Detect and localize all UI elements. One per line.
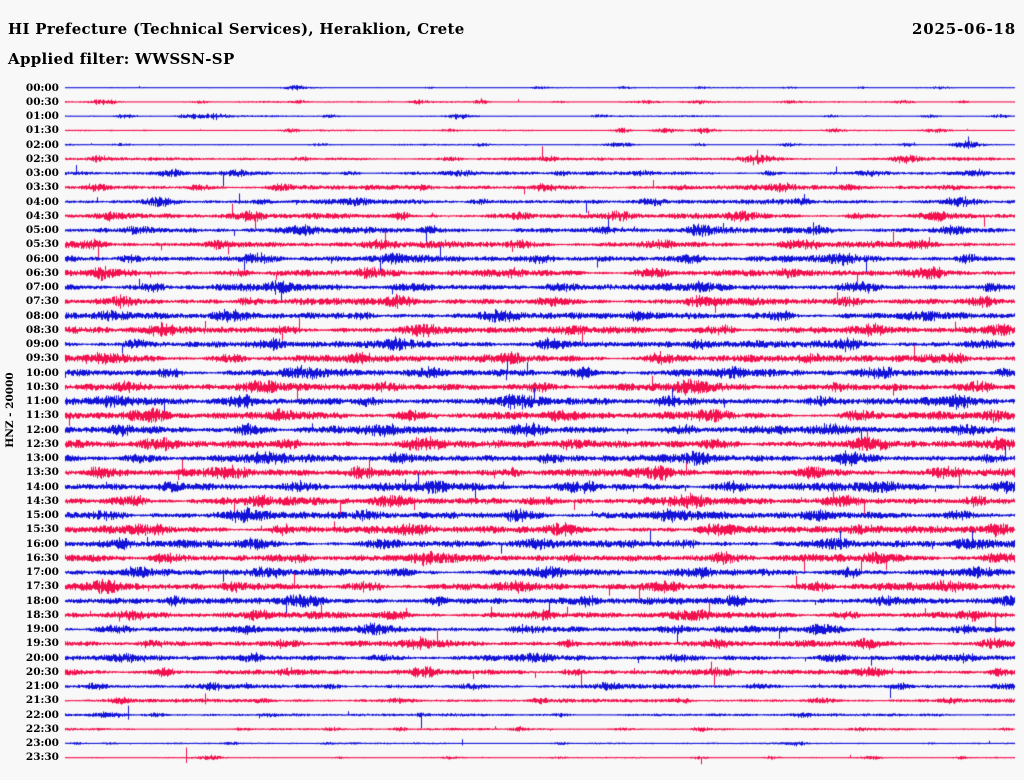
time-label: 23:00 xyxy=(25,737,59,750)
plot-date: 2025-06-18 xyxy=(912,20,1016,38)
time-label: 16:00 xyxy=(25,537,59,550)
time-label: 05:00 xyxy=(25,224,59,237)
time-label: 09:30 xyxy=(25,352,59,365)
time-label: 08:00 xyxy=(25,309,59,322)
time-label: 14:00 xyxy=(25,480,59,493)
time-label: 05:30 xyxy=(25,238,59,251)
time-label: 21:00 xyxy=(25,680,59,693)
time-label: 10:00 xyxy=(25,366,59,379)
time-label: 04:30 xyxy=(25,209,59,222)
time-label: 02:00 xyxy=(25,138,59,151)
time-label: 17:30 xyxy=(25,580,59,593)
time-label: 07:00 xyxy=(25,281,59,294)
time-label: 22:30 xyxy=(25,722,59,735)
time-label: 12:00 xyxy=(25,423,59,436)
time-label: 11:30 xyxy=(25,409,59,422)
time-label: 19:30 xyxy=(25,637,59,650)
time-label: 11:00 xyxy=(25,395,59,408)
time-label: 13:00 xyxy=(25,452,59,465)
time-label: 08:30 xyxy=(25,323,59,336)
time-label: 04:00 xyxy=(25,195,59,208)
time-label: 18:00 xyxy=(25,594,59,607)
applied-filter-label: Applied filter: WWSSN-SP xyxy=(8,50,235,68)
time-label: 19:00 xyxy=(25,623,59,636)
time-label: 06:00 xyxy=(25,252,59,265)
time-label: 22:00 xyxy=(25,708,59,721)
time-label: 09:00 xyxy=(25,338,59,351)
time-label: 23:30 xyxy=(25,751,59,764)
time-label: 18:30 xyxy=(25,608,59,621)
time-label: 03:00 xyxy=(25,167,59,180)
time-label: 12:30 xyxy=(25,437,59,450)
time-label: 16:30 xyxy=(25,551,59,564)
time-label: 13:30 xyxy=(25,466,59,479)
time-label: 00:30 xyxy=(25,95,59,108)
time-label: 20:30 xyxy=(25,665,59,678)
time-label: 00:00 xyxy=(25,81,59,94)
time-label: 20:00 xyxy=(25,651,59,664)
time-label: 01:30 xyxy=(25,124,59,137)
page-title: HI Prefecture (Technical Services), Hera… xyxy=(8,20,465,38)
time-label: 02:30 xyxy=(25,152,59,165)
time-label: 17:00 xyxy=(25,566,59,579)
time-axis-labels: 00:00 00:30 01:00 01:30 02:00 02:30 03:00 03:30… xyxy=(0,0,60,780)
time-label: 03:30 xyxy=(25,181,59,194)
time-label: 15:30 xyxy=(25,523,59,536)
time-label: 14:30 xyxy=(25,494,59,507)
time-label: 21:30 xyxy=(25,694,59,707)
time-label: 15:00 xyxy=(25,509,59,522)
time-label: 01:00 xyxy=(25,110,59,122)
time-label: 06:30 xyxy=(25,266,59,279)
time-label: 10:30 xyxy=(25,380,59,393)
time-label: 07:30 xyxy=(25,295,59,308)
